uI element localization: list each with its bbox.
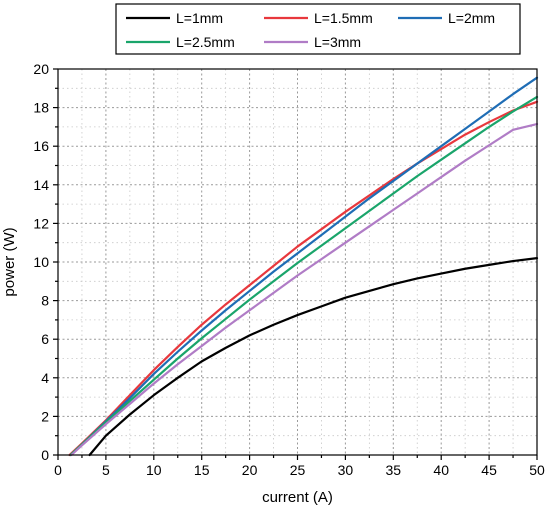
series-lines — [68, 76, 539, 457]
x-tick-label: 0 — [54, 462, 62, 478]
y-tick-label: 18 — [33, 100, 49, 116]
y-tick-label: 4 — [41, 370, 49, 386]
legend-label: L=2mm — [448, 10, 495, 26]
y-tick-label: 20 — [33, 61, 49, 77]
y-tick-label: 14 — [33, 177, 49, 193]
x-tick-label: 30 — [338, 462, 354, 478]
x-tick-label: 25 — [290, 462, 306, 478]
legend-label: L=3mm — [314, 34, 361, 50]
y-axis-label: power (W) — [1, 227, 18, 296]
series-line-L=1mm — [88, 257, 539, 457]
legend-label: L=2.5mm — [176, 34, 235, 50]
y-tick-label: 0 — [41, 447, 49, 463]
x-axis-label: current (A) — [262, 489, 333, 506]
series-line-L=1.5mm — [68, 100, 539, 457]
y-tick-label: 10 — [33, 254, 49, 270]
x-tick-label: 15 — [194, 462, 210, 478]
series-line-L=2.5mm — [69, 95, 539, 457]
x-tick-label: 5 — [102, 462, 110, 478]
x-tick-label: 20 — [242, 462, 258, 478]
y-tick-label: 16 — [33, 138, 49, 154]
series-line-L=3mm — [70, 122, 539, 457]
axes: 0 5 10 15 20 25 30 35 40 45 50 0 2 4 6 8 10 12 14 16 18 20 — [33, 61, 545, 478]
x-tick-label: 45 — [481, 462, 497, 478]
y-tick-label: 2 — [41, 408, 49, 424]
legend-label: L=1mm — [176, 10, 223, 26]
y-tick-label: 6 — [41, 331, 49, 347]
legend: L=1mm L=1.5mm L=2mm L=2.5mm L=3mm — [115, 3, 521, 55]
y-tick-label: 8 — [41, 293, 49, 309]
y-tick-label: 12 — [33, 215, 49, 231]
legend-box — [115, 3, 521, 55]
x-tick-label: 50 — [529, 462, 545, 478]
series-line-L=2mm — [69, 76, 539, 457]
x-tick-label: 35 — [386, 462, 402, 478]
legend-label: L=1.5mm — [314, 10, 373, 26]
x-tick-label: 10 — [146, 462, 162, 478]
x-tick-label: 40 — [433, 462, 449, 478]
grid — [58, 69, 537, 455]
